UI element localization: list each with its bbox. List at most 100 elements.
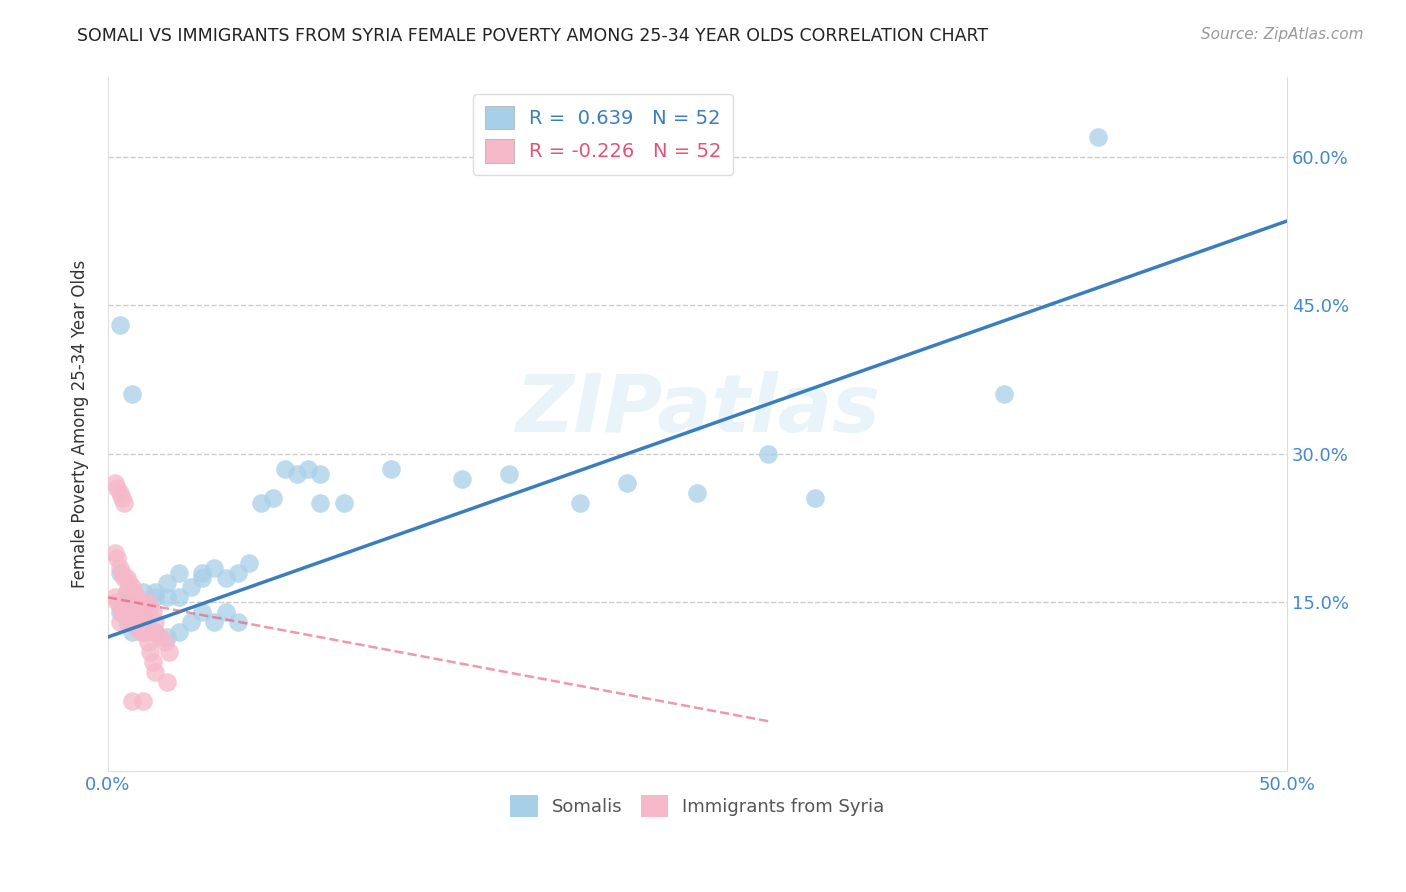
Point <box>157 645 180 659</box>
Point <box>122 585 145 599</box>
Point <box>1087 129 1109 144</box>
Point <box>202 615 225 629</box>
Point <box>616 476 638 491</box>
Point <box>132 585 155 599</box>
Point <box>114 571 136 585</box>
Point <box>143 585 166 599</box>
Point <box>226 566 249 580</box>
Point <box>285 467 308 481</box>
Point <box>191 566 214 580</box>
Point <box>129 600 152 615</box>
Point <box>107 550 129 565</box>
Point <box>142 605 165 619</box>
Point <box>167 625 190 640</box>
Point <box>121 605 143 619</box>
Point <box>125 591 148 605</box>
Point <box>993 387 1015 401</box>
Point <box>143 615 166 629</box>
Point <box>121 625 143 640</box>
Text: SOMALI VS IMMIGRANTS FROM SYRIA FEMALE POVERTY AMONG 25-34 YEAR OLDS CORRELATION: SOMALI VS IMMIGRANTS FROM SYRIA FEMALE P… <box>77 27 988 45</box>
Point <box>149 630 172 644</box>
Point <box>332 496 354 510</box>
Point <box>115 615 138 629</box>
Point <box>121 581 143 595</box>
Point <box>191 605 214 619</box>
Y-axis label: Female Poverty Among 25-34 Year Olds: Female Poverty Among 25-34 Year Olds <box>72 260 89 588</box>
Point <box>115 571 138 585</box>
Point <box>568 496 591 510</box>
Point <box>108 318 131 332</box>
Point <box>108 615 131 629</box>
Point <box>156 630 179 644</box>
Point <box>309 467 332 481</box>
Point <box>121 615 143 629</box>
Point <box>135 625 157 640</box>
Point <box>132 600 155 615</box>
Point <box>132 615 155 629</box>
Point <box>104 546 127 560</box>
Point <box>179 581 201 595</box>
Point <box>111 491 134 506</box>
Point <box>380 461 402 475</box>
Point <box>215 571 238 585</box>
Point <box>309 496 332 510</box>
Point <box>135 605 157 619</box>
Point <box>122 615 145 629</box>
Point <box>115 585 138 599</box>
Point <box>107 482 129 496</box>
Point <box>104 591 127 605</box>
Point <box>498 467 520 481</box>
Point <box>250 496 273 510</box>
Point <box>179 615 201 629</box>
Point <box>121 694 143 708</box>
Point <box>128 620 150 634</box>
Point <box>756 447 779 461</box>
Point <box>136 595 159 609</box>
Point <box>215 605 238 619</box>
Point <box>121 605 143 619</box>
Point <box>191 571 214 585</box>
Point <box>274 461 297 475</box>
Text: ZIPatlas: ZIPatlas <box>515 371 880 450</box>
Point <box>114 496 136 510</box>
Point <box>108 566 131 580</box>
Point <box>115 610 138 624</box>
Point <box>686 486 709 500</box>
Point <box>132 625 155 640</box>
Point <box>450 471 472 485</box>
Point <box>108 600 131 615</box>
Point <box>132 605 155 619</box>
Point <box>132 600 155 615</box>
Legend: Somalis, Immigrants from Syria: Somalis, Immigrants from Syria <box>503 788 891 824</box>
Point <box>121 591 143 605</box>
Point <box>202 560 225 574</box>
Point <box>139 645 162 659</box>
Point <box>111 605 134 619</box>
Point <box>143 625 166 640</box>
Point <box>156 591 179 605</box>
Point <box>226 615 249 629</box>
Point <box>114 605 136 619</box>
Point <box>107 595 129 609</box>
Point <box>132 694 155 708</box>
Point <box>118 575 141 590</box>
Point <box>142 655 165 669</box>
Point <box>118 610 141 624</box>
Point <box>143 591 166 605</box>
Point <box>297 461 319 475</box>
Point <box>104 476 127 491</box>
Point <box>108 605 131 619</box>
Text: Source: ZipAtlas.com: Source: ZipAtlas.com <box>1201 27 1364 42</box>
Point <box>156 674 179 689</box>
Point <box>115 585 138 599</box>
Point <box>125 620 148 634</box>
Point <box>108 560 131 574</box>
Point <box>238 556 260 570</box>
Point <box>128 595 150 609</box>
Point <box>121 387 143 401</box>
Point <box>139 600 162 615</box>
Point <box>111 566 134 580</box>
Point <box>167 566 190 580</box>
Point <box>108 486 131 500</box>
Point <box>167 591 190 605</box>
